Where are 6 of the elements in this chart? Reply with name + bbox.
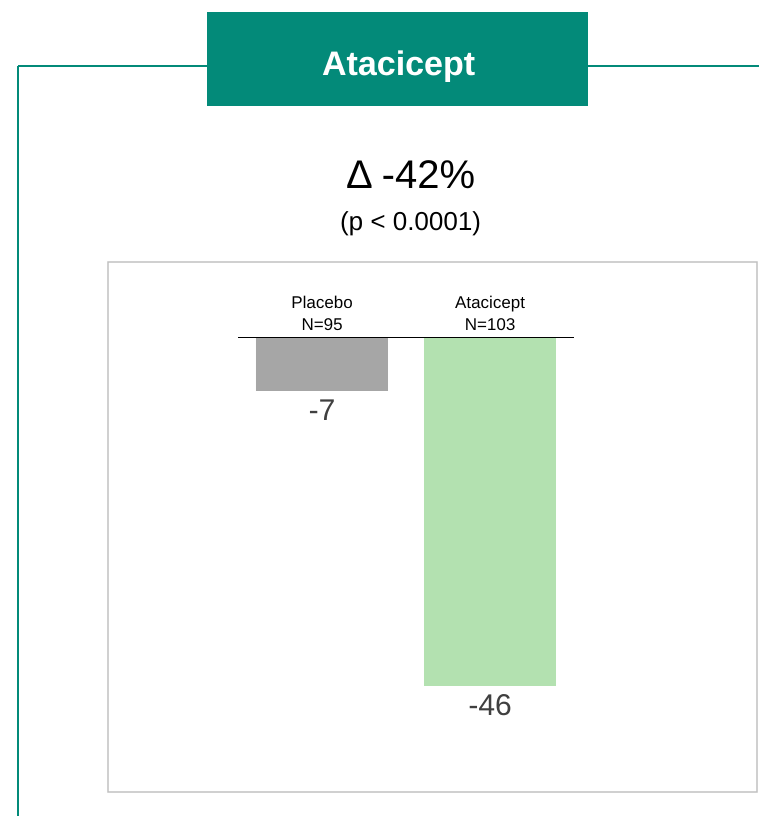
data-label: -46 [468, 689, 512, 722]
chart-subtitle: Δ -42% (p < 0.0001) [340, 153, 481, 236]
x-tick-label: Placebo N=95 [291, 293, 353, 334]
data-label: -7 [308, 394, 336, 427]
chart-title: Atacicept [322, 45, 476, 83]
x-tick-label: Atacicept N=103 [455, 293, 526, 334]
